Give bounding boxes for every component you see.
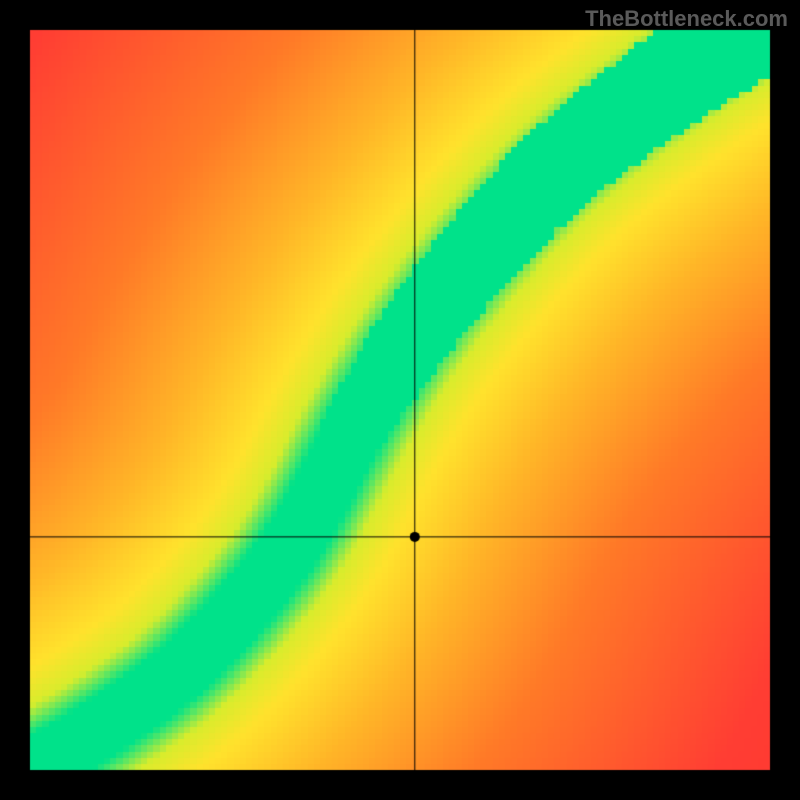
watermark-label: TheBottleneck.com <box>585 6 788 32</box>
bottleneck-heatmap-canvas <box>0 0 800 800</box>
chart-container: TheBottleneck.com <box>0 0 800 800</box>
